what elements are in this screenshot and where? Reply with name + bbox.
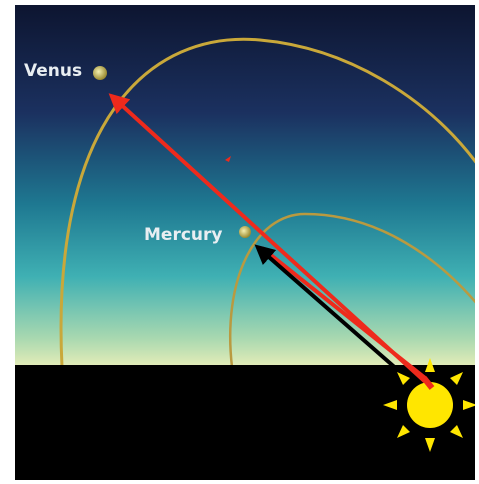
venus-label: Venus [24,61,82,81]
mercury-planet [239,226,251,238]
mercury-arrow [254,244,417,387]
speck [225,156,231,162]
sky [15,5,475,367]
venus-arrow [108,93,434,390]
ground [15,365,475,480]
mercury-orbit [228,212,475,368]
sun [383,358,475,452]
arrow-tail [421,376,435,390]
scene [15,5,475,480]
mercury-label: Mercury [144,225,222,245]
venus-planet [93,66,107,80]
venus-orbit [59,37,475,368]
